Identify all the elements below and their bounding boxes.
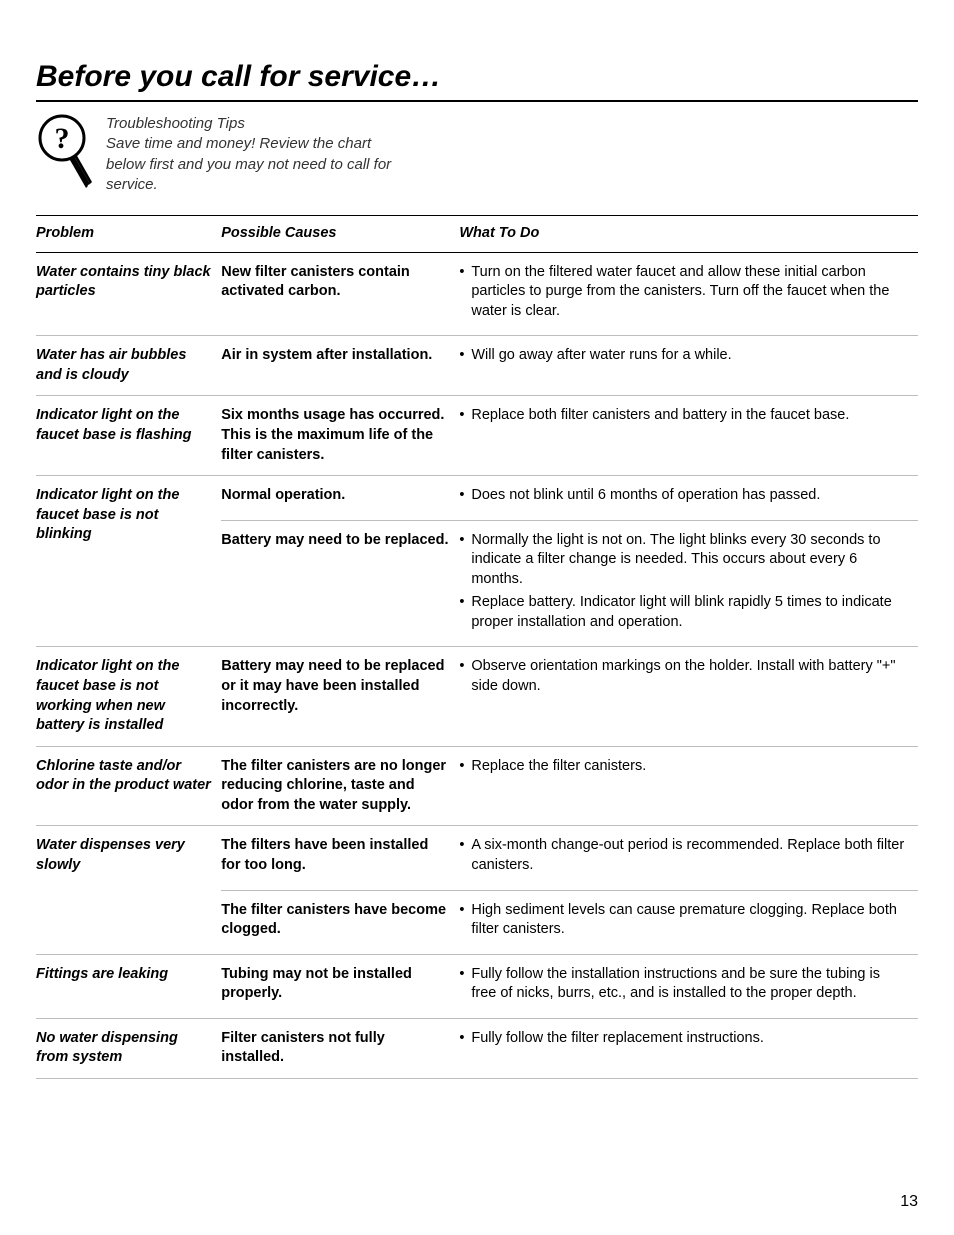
todo-bullet: High sediment levels can cause premature…: [459, 901, 908, 940]
problem-cell: Indicator light on the faucet base is fl…: [36, 396, 221, 476]
todo-cell: Fully follow the filter replacement inst…: [459, 1018, 918, 1078]
todo-cell: Replace both filter canisters and batter…: [459, 396, 918, 476]
cause-cell: New filter canisters contain activated c…: [221, 252, 459, 336]
todo-bullet: A six-month change-out period is recomme…: [459, 836, 908, 875]
page-title: Before you call for service…: [36, 60, 918, 102]
todo-cell: A six-month change-out period is recomme…: [459, 826, 918, 890]
troubleshooting-table: Problem Possible Causes What To Do Water…: [36, 215, 918, 1079]
todo-cell: Replace the filter canisters.: [459, 746, 918, 826]
problem-cell: Indicator light on the faucet base is no…: [36, 476, 221, 647]
table-row: Indicator light on the faucet base is no…: [36, 476, 918, 521]
todo-cell: Will go away after water runs for a whil…: [459, 336, 918, 396]
cause-cell: Normal operation.: [221, 476, 459, 521]
table-row: Water has air bubbles and is cloudyAir i…: [36, 336, 918, 396]
todo-cell: Turn on the filtered water faucet and al…: [459, 252, 918, 336]
table-row: Chlorine taste and/or odor in the produc…: [36, 746, 918, 826]
col-header-todo: What To Do: [459, 216, 918, 253]
page-number: 13: [900, 1193, 918, 1211]
todo-cell: Does not blink until 6 months of operati…: [459, 476, 918, 521]
problem-cell: Indicator light on the faucet base is no…: [36, 647, 221, 746]
col-header-problem: Problem: [36, 216, 221, 253]
cause-cell: Battery may need to be replaced.: [221, 520, 459, 647]
intro-row: ? Troubleshooting TipsSave time and mone…: [36, 114, 918, 195]
table-row: Indicator light on the faucet base is fl…: [36, 396, 918, 476]
table-row: No water dispensing from systemFilter ca…: [36, 1018, 918, 1078]
cause-cell: The filter canisters are no longer reduc…: [221, 746, 459, 826]
todo-bullet: Replace the filter canisters.: [459, 757, 908, 777]
table-row: Fittings are leakingTubing may not be in…: [36, 954, 918, 1018]
table-row: Water dispenses very slowlyThe filters h…: [36, 826, 918, 890]
todo-bullet: Does not blink until 6 months of operati…: [459, 486, 908, 506]
cause-cell: Filter canisters not fully installed.: [221, 1018, 459, 1078]
cause-cell: The filter canisters have become clogged…: [221, 890, 459, 954]
todo-cell: Observe orientation markings on the hold…: [459, 647, 918, 746]
todo-cell: High sediment levels can cause premature…: [459, 890, 918, 954]
table-row: Indicator light on the faucet base is no…: [36, 647, 918, 746]
table-row: Water contains tiny black particlesNew f…: [36, 252, 918, 336]
problem-cell: No water dispensing from system: [36, 1018, 221, 1078]
todo-bullet: Replace battery. Indicator light will bl…: [459, 593, 908, 632]
table-body: Water contains tiny black particlesNew f…: [36, 252, 918, 1078]
cause-cell: Six months usage has occurred. This is t…: [221, 396, 459, 476]
problem-cell: Fittings are leaking: [36, 954, 221, 1018]
cause-cell: Tubing may not be installed properly.: [221, 954, 459, 1018]
todo-bullet: Fully follow the filter replacement inst…: [459, 1029, 908, 1049]
help-tag-icon: ?: [36, 114, 92, 190]
todo-bullet: Fully follow the installation instructio…: [459, 965, 908, 1004]
cause-cell: Battery may need to be replaced or it ma…: [221, 647, 459, 746]
todo-bullet: Turn on the filtered water faucet and al…: [459, 263, 908, 322]
problem-cell: Water contains tiny black particles: [36, 252, 221, 336]
problem-cell: Water has air bubbles and is cloudy: [36, 336, 221, 396]
todo-bullet: Observe orientation markings on the hold…: [459, 657, 908, 696]
problem-cell: Water dispenses very slowly: [36, 826, 221, 954]
todo-cell: Normally the light is not on. The light …: [459, 520, 918, 647]
table-header-row: Problem Possible Causes What To Do: [36, 216, 918, 253]
problem-cell: Chlorine taste and/or odor in the produc…: [36, 746, 221, 826]
cause-cell: Air in system after installation.: [221, 336, 459, 396]
todo-cell: Fully follow the installation instructio…: [459, 954, 918, 1018]
svg-text:?: ?: [55, 122, 70, 155]
col-header-cause: Possible Causes: [221, 216, 459, 253]
cause-cell: The filters have been installed for too …: [221, 826, 459, 890]
todo-bullet: Will go away after water runs for a whil…: [459, 346, 908, 366]
todo-bullet: Normally the light is not on. The light …: [459, 531, 908, 590]
intro-text: Troubleshooting TipsSave time and money!…: [106, 114, 406, 195]
todo-bullet: Replace both filter canisters and batter…: [459, 406, 908, 426]
